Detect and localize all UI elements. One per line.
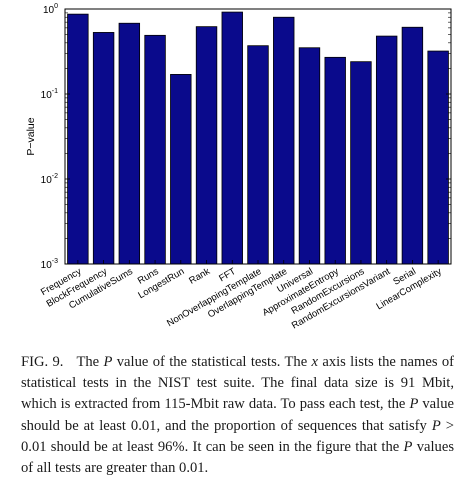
caption-math: P <box>431 417 441 434</box>
caption-segment: value of the statistical tests. The <box>112 354 312 370</box>
caption-math: P <box>403 438 413 455</box>
bar-OverlappingTemplate <box>273 16 295 265</box>
x-tick-label: Rank <box>187 266 212 287</box>
bars-group <box>67 11 449 265</box>
y-tick-label: 10-1 <box>41 88 58 101</box>
caption-text: The P value of the statistical tests. Th… <box>21 354 454 476</box>
caption-segment: > 0.01 should be at least 96%. It can be… <box>21 417 454 455</box>
bar-Rank <box>195 26 218 265</box>
bar-BlockFrequency <box>92 32 115 265</box>
caption-math: x <box>311 354 318 370</box>
caption-segment: value should be at least 0.01, and the p… <box>21 396 454 434</box>
caption-math: P <box>409 396 419 413</box>
caption-segment: axis lists the names of statistical test… <box>21 354 454 413</box>
bar-Universal <box>298 47 321 265</box>
y-tick-label: 10-3 <box>41 258 58 271</box>
bar-ApproximateEntropy <box>324 56 346 265</box>
bar-LinearComplexity <box>427 50 449 265</box>
bar-LongestRun <box>170 74 192 265</box>
caption-segment: values of all tests are greater than 0.0… <box>21 438 455 477</box>
bar-Serial <box>401 26 424 265</box>
figure-label: FIG. 9. <box>21 354 64 370</box>
bar-RandomExcursionsVariant <box>375 35 398 265</box>
bar-FFT <box>221 11 243 265</box>
y-tick-label: 100 <box>43 3 58 16</box>
bar-CumulativeSums <box>118 22 141 265</box>
bar-NonOverlappingTemplate <box>247 45 269 265</box>
bar-RandomExcursions <box>350 61 372 265</box>
figure-caption: FIG. 9. The P value of the statistical t… <box>21 352 454 479</box>
p-value-bar-chart: 100 10-1 10-2 10-3 FrequencyBlockFrequencyC… <box>25 3 452 331</box>
caption-segment: The <box>76 354 104 370</box>
bar-Runs <box>144 34 166 265</box>
y-tick-label: 10-2 <box>41 173 58 186</box>
bar-Frequency <box>67 13 89 265</box>
caption-math: P <box>103 354 113 370</box>
y-axis-label: P−value <box>25 117 37 155</box>
